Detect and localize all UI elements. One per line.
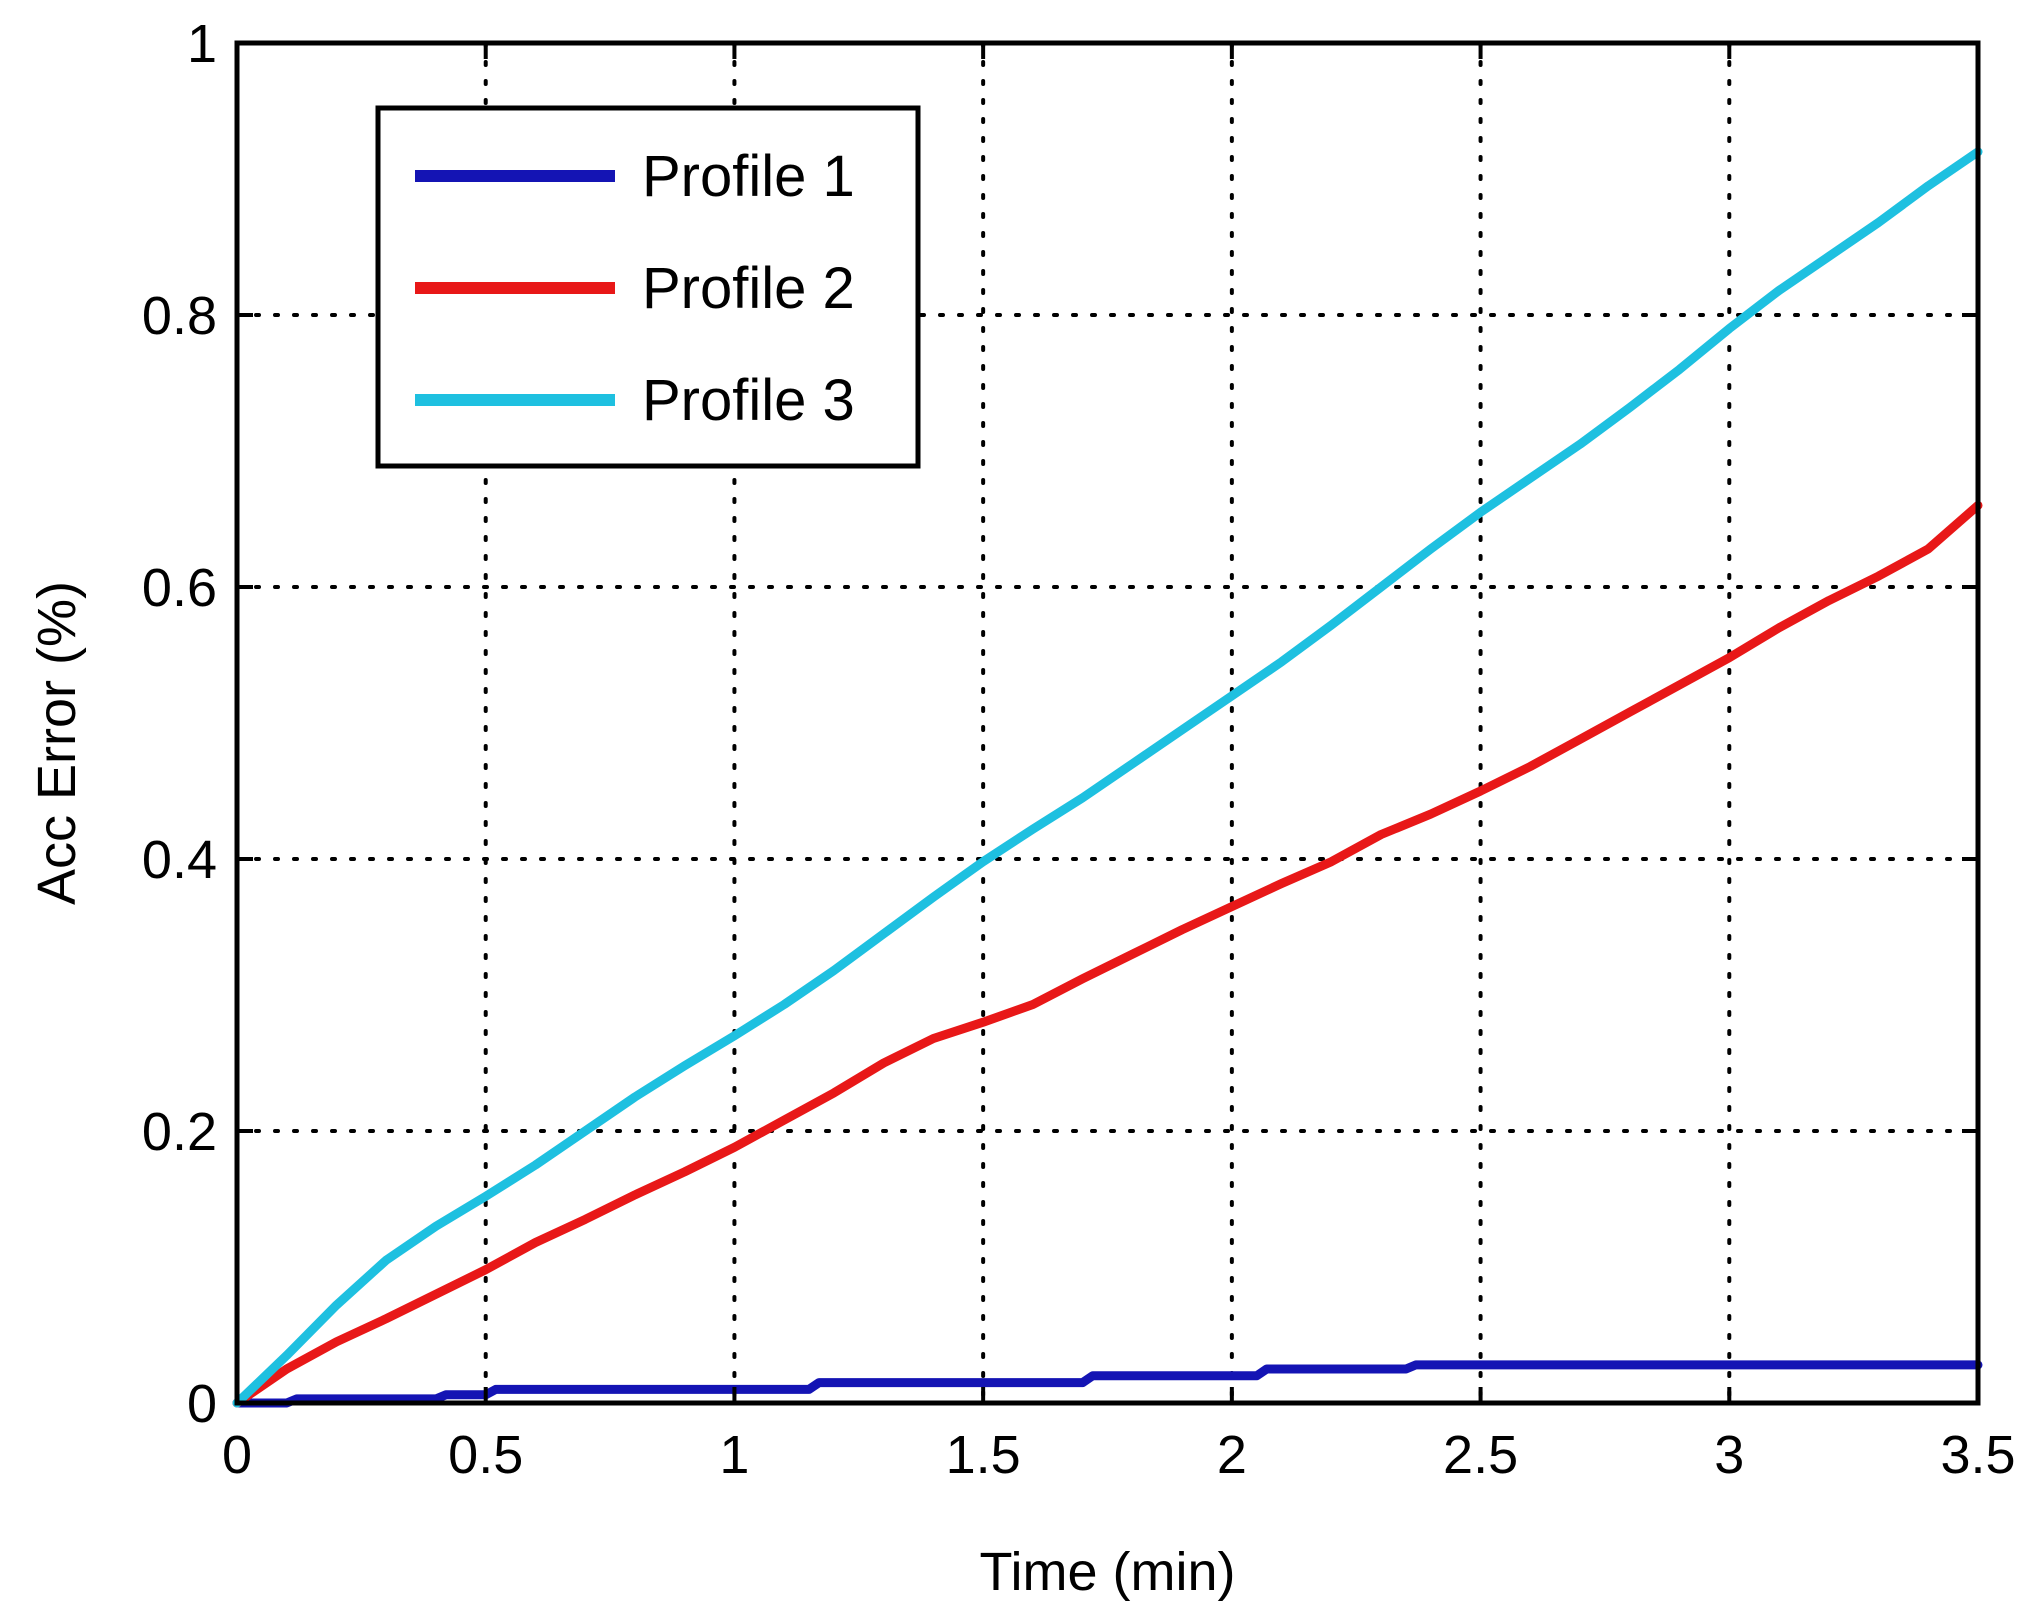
plot-frame [234,40,1981,1406]
legend-label-2: Profile 2 [642,256,855,321]
x-tick-label: 2 [1217,1425,1247,1485]
legend: Profile 1 Profile 2 Profile 3 [375,105,921,469]
x-tick-label: 0 [222,1425,252,1485]
series-line-1 [232,1360,1983,1408]
series-line-3 [232,147,1983,1408]
ticks [235,41,1980,1405]
y-tick-label: 0.6 [142,558,217,618]
y-tick-label: 0 [187,1374,217,1434]
x-tick-label: 2.5 [1443,1425,1518,1485]
series-lines [232,147,1983,1408]
y-axis-label: Acc Error (%) [27,581,87,905]
x-tick-label: 1 [719,1425,749,1485]
series-line-2 [232,500,1983,1408]
y-tick-label: 0.2 [142,1102,217,1162]
x-tick-label: 3.5 [1940,1425,2015,1485]
y-tick-label: 1 [187,14,217,74]
legend-label-3: Profile 3 [642,368,855,433]
legend-label-1: Profile 1 [642,144,855,209]
x-tick-label: 1.5 [946,1425,1021,1485]
y-tick-label: 0.4 [142,830,217,890]
y-tick-label: 0.8 [142,286,217,346]
x-axis-label: Time (min) [980,1542,1236,1602]
x-tick-label: 3 [1714,1425,1744,1485]
tick-labels: 0 0.5 1 1.5 2 2.5 3 3.5 0 0.2 0.4 0.6 0.8 1 [142,14,2016,1485]
x-tick-label: 0.5 [448,1425,523,1485]
